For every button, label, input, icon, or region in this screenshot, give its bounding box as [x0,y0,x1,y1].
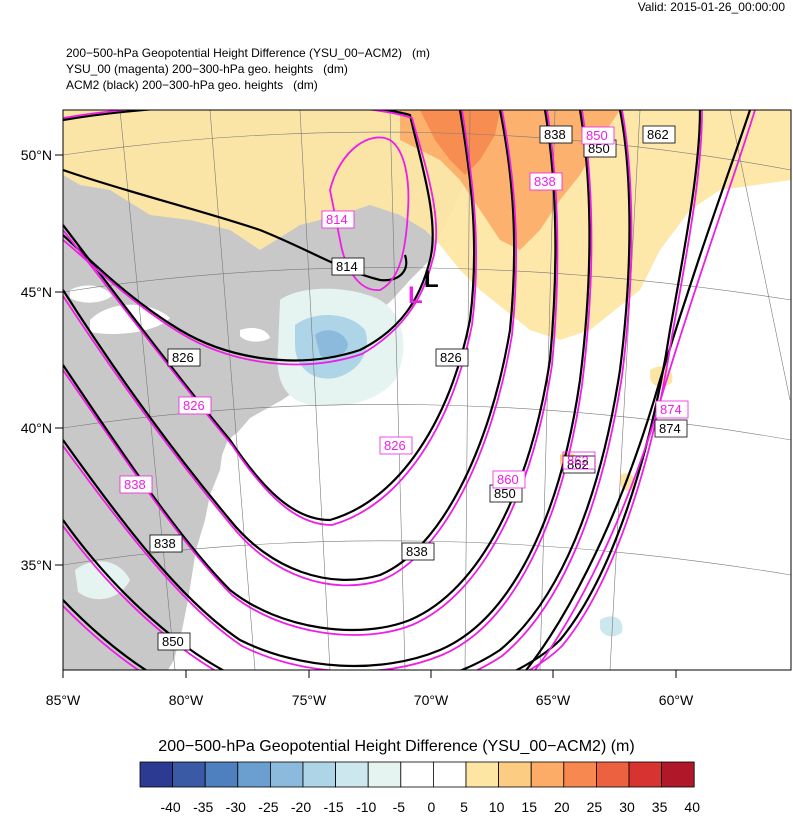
contour-label: 826 [172,350,194,365]
lon-label: 65°W [536,692,571,708]
contour-label: 838 [124,477,146,492]
contour-label: 814 [336,259,358,274]
longitude-axis [62,670,677,678]
colorbar-swatch [465,761,499,788]
map-frame [62,109,792,671]
difference-negative-strong [315,330,348,359]
colorbar-swatch [302,761,336,788]
colorbar-swatch [530,761,565,788]
colorbar-swatch [269,761,304,788]
lake [70,285,112,303]
contour-label: 838 [544,127,566,142]
colorbar-tick-label: 30 [619,799,635,815]
land-north-america [63,110,470,670]
contour-label: 860 [497,472,519,487]
lake [240,327,270,342]
contour-label: 838 [534,174,556,189]
colorbar-swatch [498,761,532,788]
contour-label: 850 [588,141,610,156]
lon-label: 75°W [292,692,327,708]
colorbar-swatch [237,761,271,788]
colorbar-tick-label: -30 [226,799,246,815]
low-center-ysu: L [408,282,423,309]
colorbar-tick-label: 25 [587,799,603,815]
colorbar-tick-label: -10 [356,799,376,815]
acm2-contour-labels: 838 862 850 814 826 826 874 862 850 838 … [149,125,688,651]
colorbar-title: 200−500-hPa Geopotential Height Differen… [158,738,635,755]
colorbar-swatch [400,761,434,788]
colorbar-swatch [172,761,206,788]
contour-label: 826 [183,398,205,413]
contour-label: 826 [440,350,462,365]
contour-label: 838 [406,544,428,559]
colorbar-swatch [335,761,369,788]
acm2-contours [63,110,752,670]
lat-label: 50°N [21,147,52,163]
title-line-3: ACM2 (black) 200−300-hPa geo. heights (d… [66,78,318,92]
ysu-contour-labels: 850 838 814 826 826 838 860 874 862 [119,126,689,494]
colorbar-tick-label: 40 [684,799,700,815]
contour-label: 862 [567,457,589,472]
contour-label: 874 [659,421,681,436]
colorbar-tick-label: 0 [428,799,436,815]
lat-label: 40°N [21,420,52,436]
contour-label: 862 [647,127,669,142]
colorbar-tick-label: -35 [193,799,213,815]
colorbar-tick-label: -5 [393,799,406,815]
contour-label: 850 [162,634,184,649]
colorbar-tick-label: -15 [323,799,343,815]
colorbar-swatch [432,761,467,788]
title-line-2: YSU_00 (magenta) 200−300-hPa geo. height… [66,62,348,76]
lat-label: 45°N [21,284,52,300]
difference-negative-patch [600,616,623,637]
colorbar-tick-label: 10 [489,799,505,815]
colorbar-ticks: -40 -35 -30 -25 -20 -15 -10 -5 0 5 10 15 20 25 30 35 40 [160,799,700,815]
contour-label: 826 [384,438,406,453]
colorbar-swatch [596,761,630,788]
colorbar-tick-label: -20 [291,799,311,815]
colorbar-swatch [661,761,695,788]
contour-label: 814 [326,212,348,227]
lat-label: 35°N [21,557,52,573]
contour-label: 874 [660,402,682,417]
colorbar-swatch [628,761,662,788]
contour-label: 850 [494,486,516,501]
lon-label: 85°W [46,692,81,708]
colorbar-tick-label: 5 [460,799,468,815]
lon-label: 70°W [414,692,449,708]
colorbar [139,761,695,788]
contour-label: 838 [154,536,176,551]
colorbar-swatch [367,761,402,788]
map-plot-area [63,110,791,670]
colorbar-swatch [204,761,239,788]
colorbar-tick-label: -25 [258,799,278,815]
colorbar-tick-label: 35 [652,799,668,815]
contour-label: 850 [586,128,608,143]
difference-positive [63,110,791,340]
colorbar-tick-label: 20 [554,799,570,815]
difference-positive-max [420,110,500,175]
contour-label: 862 [567,453,589,468]
valid-time: Valid: 2015-01-26_00:00:00 [637,0,785,14]
latitude-axis [55,154,63,566]
lon-label: 60°W [659,692,694,708]
colorbar-swatch [563,761,597,788]
low-center-acm2: L [424,266,439,293]
colorbar-swatch [139,761,173,788]
lon-label: 80°W [169,692,204,708]
title-line-1: 200−500-hPa Geopotential Height Differen… [66,46,430,60]
colorbar-tick-label: 15 [521,799,537,815]
colorbar-tick-label: -40 [160,799,180,815]
